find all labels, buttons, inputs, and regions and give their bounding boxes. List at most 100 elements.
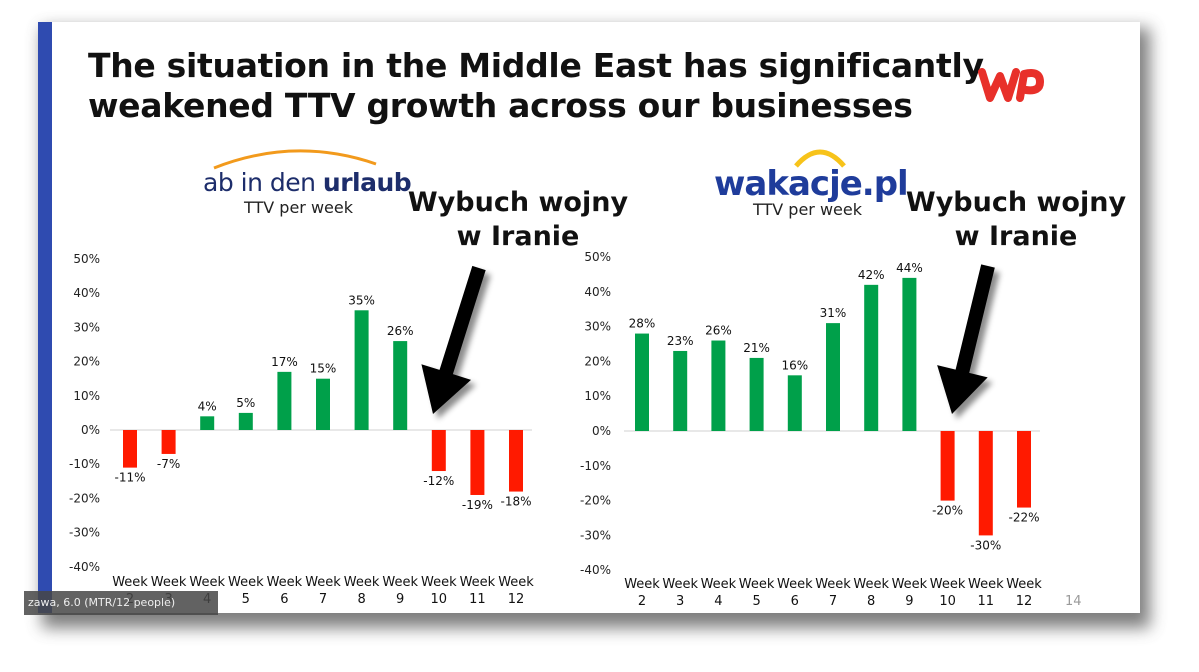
left-bar xyxy=(470,430,485,495)
left-x-tick-number: 12 xyxy=(508,592,525,607)
left-x-tick-label: Week xyxy=(151,575,187,590)
left-x-tick-number: 7 xyxy=(319,592,327,607)
right-x-tick-number: 8 xyxy=(867,594,875,609)
slide: The situation in the Middle East has sig… xyxy=(38,22,1140,613)
left-arrow-icon xyxy=(421,265,486,414)
right-bar xyxy=(978,431,993,536)
left-data-label: -18% xyxy=(500,495,531,509)
left-x-tick-label: Week xyxy=(305,575,341,590)
left-bar xyxy=(354,310,369,430)
left-annotation: Wybuch wojny w Iranie xyxy=(407,187,629,252)
left-data-label: 5% xyxy=(236,396,255,410)
right-x-tick-label: Week xyxy=(739,577,775,592)
right-x-tick-number: 10 xyxy=(939,594,956,609)
left-y-tick-label: 0% xyxy=(81,423,100,437)
right-y-tick-label: 0% xyxy=(592,424,611,438)
left-x-tick-number: 10 xyxy=(431,592,448,607)
right-x-tick-number: 3 xyxy=(676,594,684,609)
left-x-tick-number: 6 xyxy=(280,592,288,607)
right-data-label: 28% xyxy=(629,317,656,331)
left-y-tick-label: 30% xyxy=(73,320,100,334)
right-data-label: 16% xyxy=(781,358,808,372)
right-bar xyxy=(749,357,764,431)
right-x-tick-label: Week xyxy=(777,577,813,592)
right-data-label: 42% xyxy=(858,268,885,282)
right-bar xyxy=(940,431,955,501)
right-x-tick-number: 2 xyxy=(638,594,646,609)
right-y-tick-label: 10% xyxy=(584,389,611,403)
right-data-label: 31% xyxy=(820,306,847,320)
right-bar xyxy=(826,323,840,431)
right-bar xyxy=(711,340,726,431)
left-x-tick-label: Week xyxy=(421,575,457,590)
left-data-label: 15% xyxy=(310,362,337,376)
right-y-tick-label: -10% xyxy=(580,459,611,473)
left-x-tick-number: 5 xyxy=(242,592,250,607)
right-bar xyxy=(864,284,879,431)
right-bar xyxy=(1017,431,1031,508)
left-y-tick-label: 50% xyxy=(73,252,100,266)
right-data-label: -22% xyxy=(1008,511,1039,525)
right-x-tick-label: Week xyxy=(1006,577,1042,592)
left-data-label: -19% xyxy=(462,498,493,512)
left-y-tick-label: 10% xyxy=(73,389,100,403)
left-x-tick-label: Week xyxy=(267,575,303,590)
right-x-tick-label: Week xyxy=(853,577,889,592)
brand-abindenurlaub-logo: ab in den urlaub xyxy=(203,168,412,197)
right-x-tick-number: 11 xyxy=(978,594,995,609)
left-y-tick-label: -40% xyxy=(69,560,100,574)
charts-canvas: 50%40%30%20%10%0%-10%-20%-30%-40%-11%Wee… xyxy=(69,250,1042,609)
left-arrow-icon-shape xyxy=(421,265,486,414)
left-y-tick-label: -10% xyxy=(69,457,100,471)
left-bar xyxy=(200,416,215,430)
right-data-label: 23% xyxy=(667,334,694,348)
left-data-label: 4% xyxy=(198,399,217,413)
right-x-tick-number: 9 xyxy=(905,594,913,609)
left-data-label: 17% xyxy=(271,355,298,369)
right-data-label: 44% xyxy=(896,261,923,275)
brand-sun-arc-icon xyxy=(794,149,846,168)
right-x-tick-number: 6 xyxy=(791,594,799,609)
left-chart-subtitle: TTV per week xyxy=(244,198,353,217)
slide-number: 14 xyxy=(1065,594,1082,609)
left-y-tick-label: -30% xyxy=(69,526,100,540)
right-annotation: Wybuch wojny w Iranie xyxy=(905,187,1127,252)
left-y-tick-label: -20% xyxy=(69,491,100,505)
left-bar xyxy=(238,412,253,430)
title-line-1: The situation in the Middle East has sig… xyxy=(88,46,984,85)
left-x-tick-label: Week xyxy=(460,575,496,590)
left-y-tick-label: 20% xyxy=(73,355,100,369)
right-data-label: -30% xyxy=(970,538,1001,552)
right-x-tick-label: Week xyxy=(701,577,737,592)
right-bar xyxy=(635,333,649,431)
left-data-label: -11% xyxy=(114,471,145,485)
meeting-overlay-bar[interactable]: zawa, 6.0 (MTR/12 people) xyxy=(24,591,218,615)
right-x-tick-label: Week xyxy=(930,577,966,592)
left-bar xyxy=(277,371,292,430)
right-x-tick-number: 4 xyxy=(714,594,722,609)
left-y-tick-label: 40% xyxy=(73,286,100,300)
right-y-tick-label: -30% xyxy=(580,528,611,542)
left-x-tick-label: Week xyxy=(189,575,225,590)
right-chart-subtitle: TTV per week xyxy=(753,200,862,219)
right-data-label: 26% xyxy=(705,324,732,338)
left-data-label: -7% xyxy=(157,457,180,471)
right-y-tick-label: 30% xyxy=(584,320,611,334)
slide-title: The situation in the Middle East has sig… xyxy=(88,46,988,126)
right-bar xyxy=(902,277,917,431)
right-bar xyxy=(673,350,688,431)
left-x-tick-number: 11 xyxy=(469,592,486,607)
left-x-tick-number: 8 xyxy=(357,592,365,607)
right-x-tick-number: 12 xyxy=(1016,594,1033,609)
right-x-tick-label: Week xyxy=(662,577,698,592)
left-bar xyxy=(161,430,176,454)
right-y-tick-label: 50% xyxy=(584,250,611,264)
brand-arc-icon xyxy=(213,149,377,170)
right-x-tick-label: Week xyxy=(815,577,851,592)
left-bar xyxy=(123,430,137,468)
right-bar xyxy=(787,375,802,431)
left-x-tick-label: Week xyxy=(112,575,148,590)
wp-logo-icon xyxy=(978,68,1044,102)
left-bar xyxy=(393,341,408,430)
left-data-label: 35% xyxy=(348,293,375,307)
